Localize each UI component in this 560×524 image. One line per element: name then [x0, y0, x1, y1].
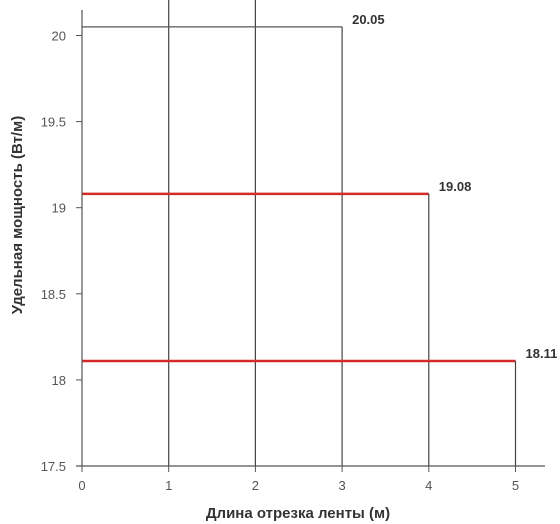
x-tick-label: 1 [165, 478, 172, 493]
y-tick-label: 19.5 [41, 115, 66, 130]
axes [76, 10, 545, 467]
y-tick-label: 18.5 [41, 287, 66, 302]
y-tick-label: 20 [52, 29, 66, 44]
x-tick-label: 0 [78, 478, 85, 493]
x-axis-label: Длина отрезка ленты (м) [206, 505, 390, 522]
x-tick-label: 2 [252, 478, 259, 493]
x-tick-labels: 0 1 2 3 4 5 [78, 466, 519, 493]
y-tick-label: 17.5 [41, 459, 66, 474]
x-tick-label: 3 [338, 478, 345, 493]
y-axis-label: Удельная мощность (Вт/м) [9, 116, 26, 314]
x-tick-label: 4 [425, 478, 432, 493]
y-tick-label: 18 [52, 373, 66, 388]
data-label: 20.05 [352, 12, 385, 27]
step-levels [82, 0, 517, 466]
y-tick-label: 19 [52, 201, 66, 216]
x-tick-label: 5 [512, 478, 519, 493]
data-label: 19.08 [439, 179, 472, 194]
data-label: 18.11 [526, 346, 558, 361]
